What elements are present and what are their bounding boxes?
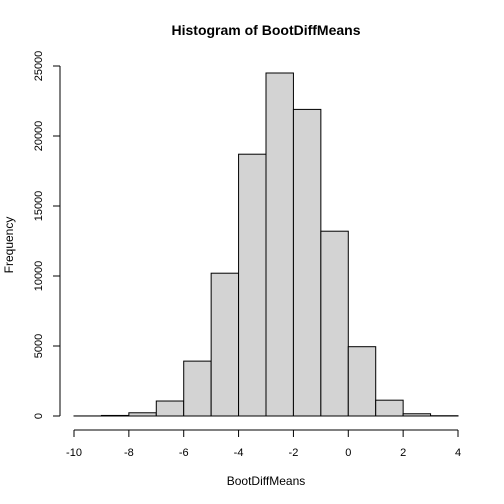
histogram-bar-5: [210, 272, 240, 417]
x-tick-label-1: -8: [124, 447, 134, 459]
x-tick-label-3: -4: [234, 447, 244, 459]
bars-group: [73, 72, 459, 417]
histogram-bar-3: [155, 400, 185, 417]
chart-title: Histogram of BootDiffMeans: [172, 22, 361, 38]
histogram-bar-1: [100, 414, 130, 417]
x-tick-label-0: -10: [66, 447, 82, 459]
y-tick-label-1: 5000: [33, 334, 45, 358]
x-tick-label-6: 2: [400, 447, 406, 459]
y-tick-label-0: 0: [33, 413, 45, 419]
x-axis-label: BootDiffMeans: [227, 474, 306, 488]
histogram-bar-4: [183, 360, 212, 417]
histogram-bar-6: [238, 153, 267, 417]
x-tick-label-5: 0: [345, 447, 351, 459]
y-tick-label-2: 10000: [33, 261, 45, 292]
histogram-bar-11: [375, 399, 404, 417]
histogram-bar-8: [292, 108, 322, 417]
x-tick-label-4: -2: [289, 447, 299, 459]
histogram-bar-12: [402, 413, 432, 417]
x-axis: -10 -8 -6 -4 -2 0 2 4: [66, 429, 461, 459]
y-tick-label-3: 15000: [33, 191, 45, 222]
y-axis: 0 5000 10000 15000 20000 25000: [33, 51, 61, 419]
histogram-bar-10: [347, 346, 377, 417]
y-tick-label-4: 20000: [33, 121, 45, 152]
histogram-bar-7: [265, 72, 294, 417]
y-axis-label: Frequency: [2, 217, 16, 274]
histogram-bar-9: [320, 230, 349, 417]
x-tick-label-7: 4: [455, 447, 461, 459]
x-tick-label-2: -6: [179, 447, 189, 459]
y-tick-label-5: 25000: [33, 51, 45, 82]
histogram-bar-2: [128, 412, 157, 417]
